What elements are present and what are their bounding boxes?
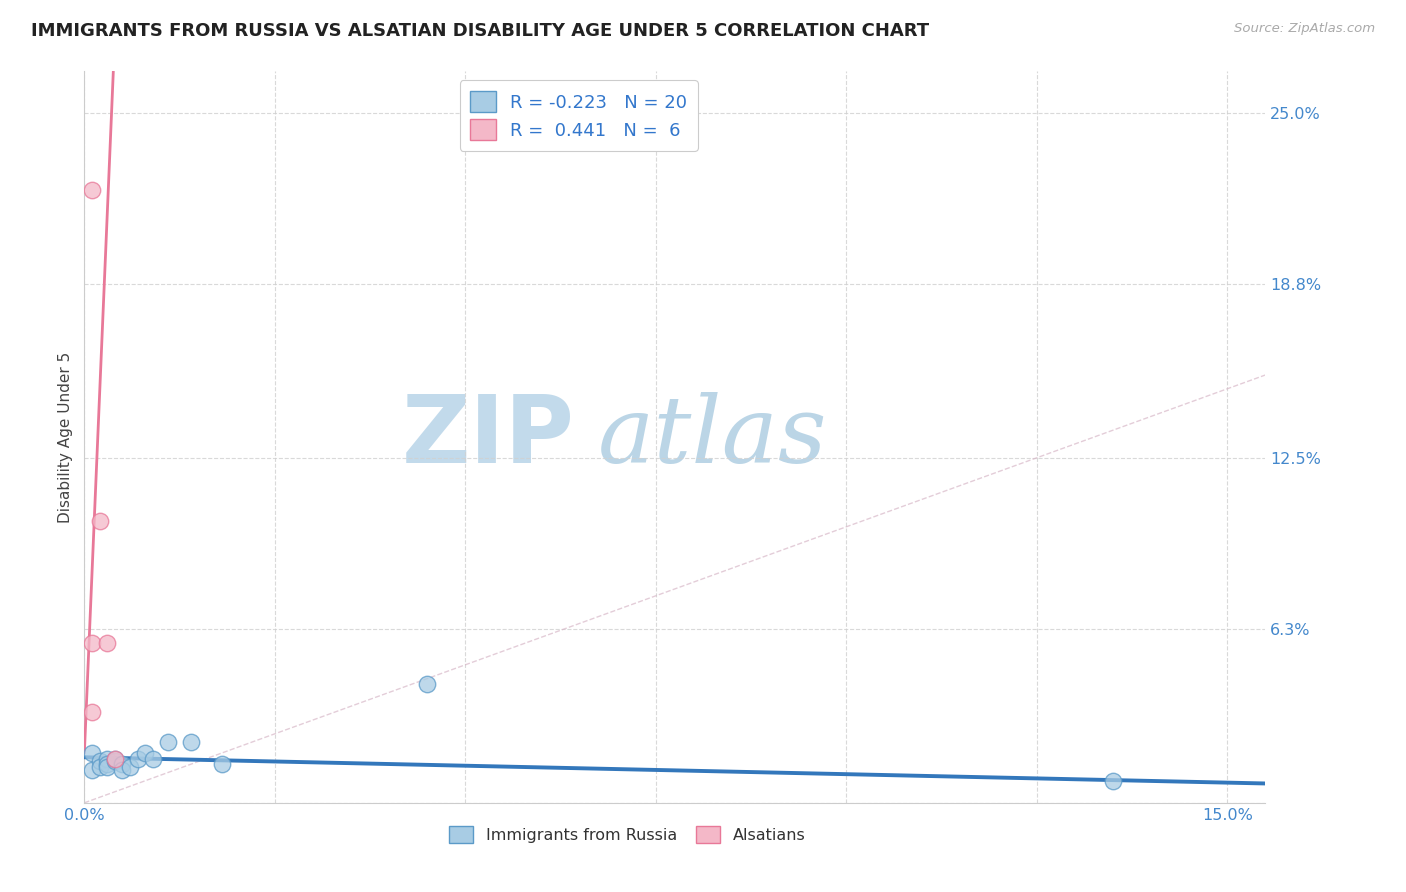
Point: [104, 755, 127, 769]
Point: [157, 735, 180, 749]
Point: [89, 514, 111, 528]
Point: [180, 735, 202, 749]
Point: [89, 760, 111, 774]
Point: [80, 636, 103, 650]
Point: [80, 183, 103, 197]
Point: [142, 751, 165, 765]
Point: [111, 763, 134, 777]
Text: ZIP: ZIP: [402, 391, 575, 483]
Point: [104, 751, 127, 765]
Point: [96, 760, 118, 774]
Point: [80, 763, 103, 777]
Text: atlas: atlas: [598, 392, 828, 482]
Point: [134, 746, 156, 760]
Point: [80, 746, 103, 760]
Point: [96, 636, 118, 650]
Point: [104, 751, 127, 765]
Point: [96, 751, 118, 765]
Point: [89, 755, 111, 769]
Point: [111, 757, 134, 772]
Point: [211, 757, 233, 772]
Point: [96, 757, 118, 772]
Text: IMMIGRANTS FROM RUSSIA VS ALSATIAN DISABILITY AGE UNDER 5 CORRELATION CHART: IMMIGRANTS FROM RUSSIA VS ALSATIAN DISAB…: [31, 22, 929, 40]
Point: [1102, 773, 1125, 788]
Point: [416, 677, 439, 691]
Legend: Immigrants from Russia, Alsatians: Immigrants from Russia, Alsatians: [443, 820, 813, 850]
Text: Source: ZipAtlas.com: Source: ZipAtlas.com: [1234, 22, 1375, 36]
Point: [120, 760, 142, 774]
Y-axis label: Disability Age Under 5: Disability Age Under 5: [58, 351, 73, 523]
Point: [80, 705, 103, 719]
Point: [127, 751, 149, 765]
